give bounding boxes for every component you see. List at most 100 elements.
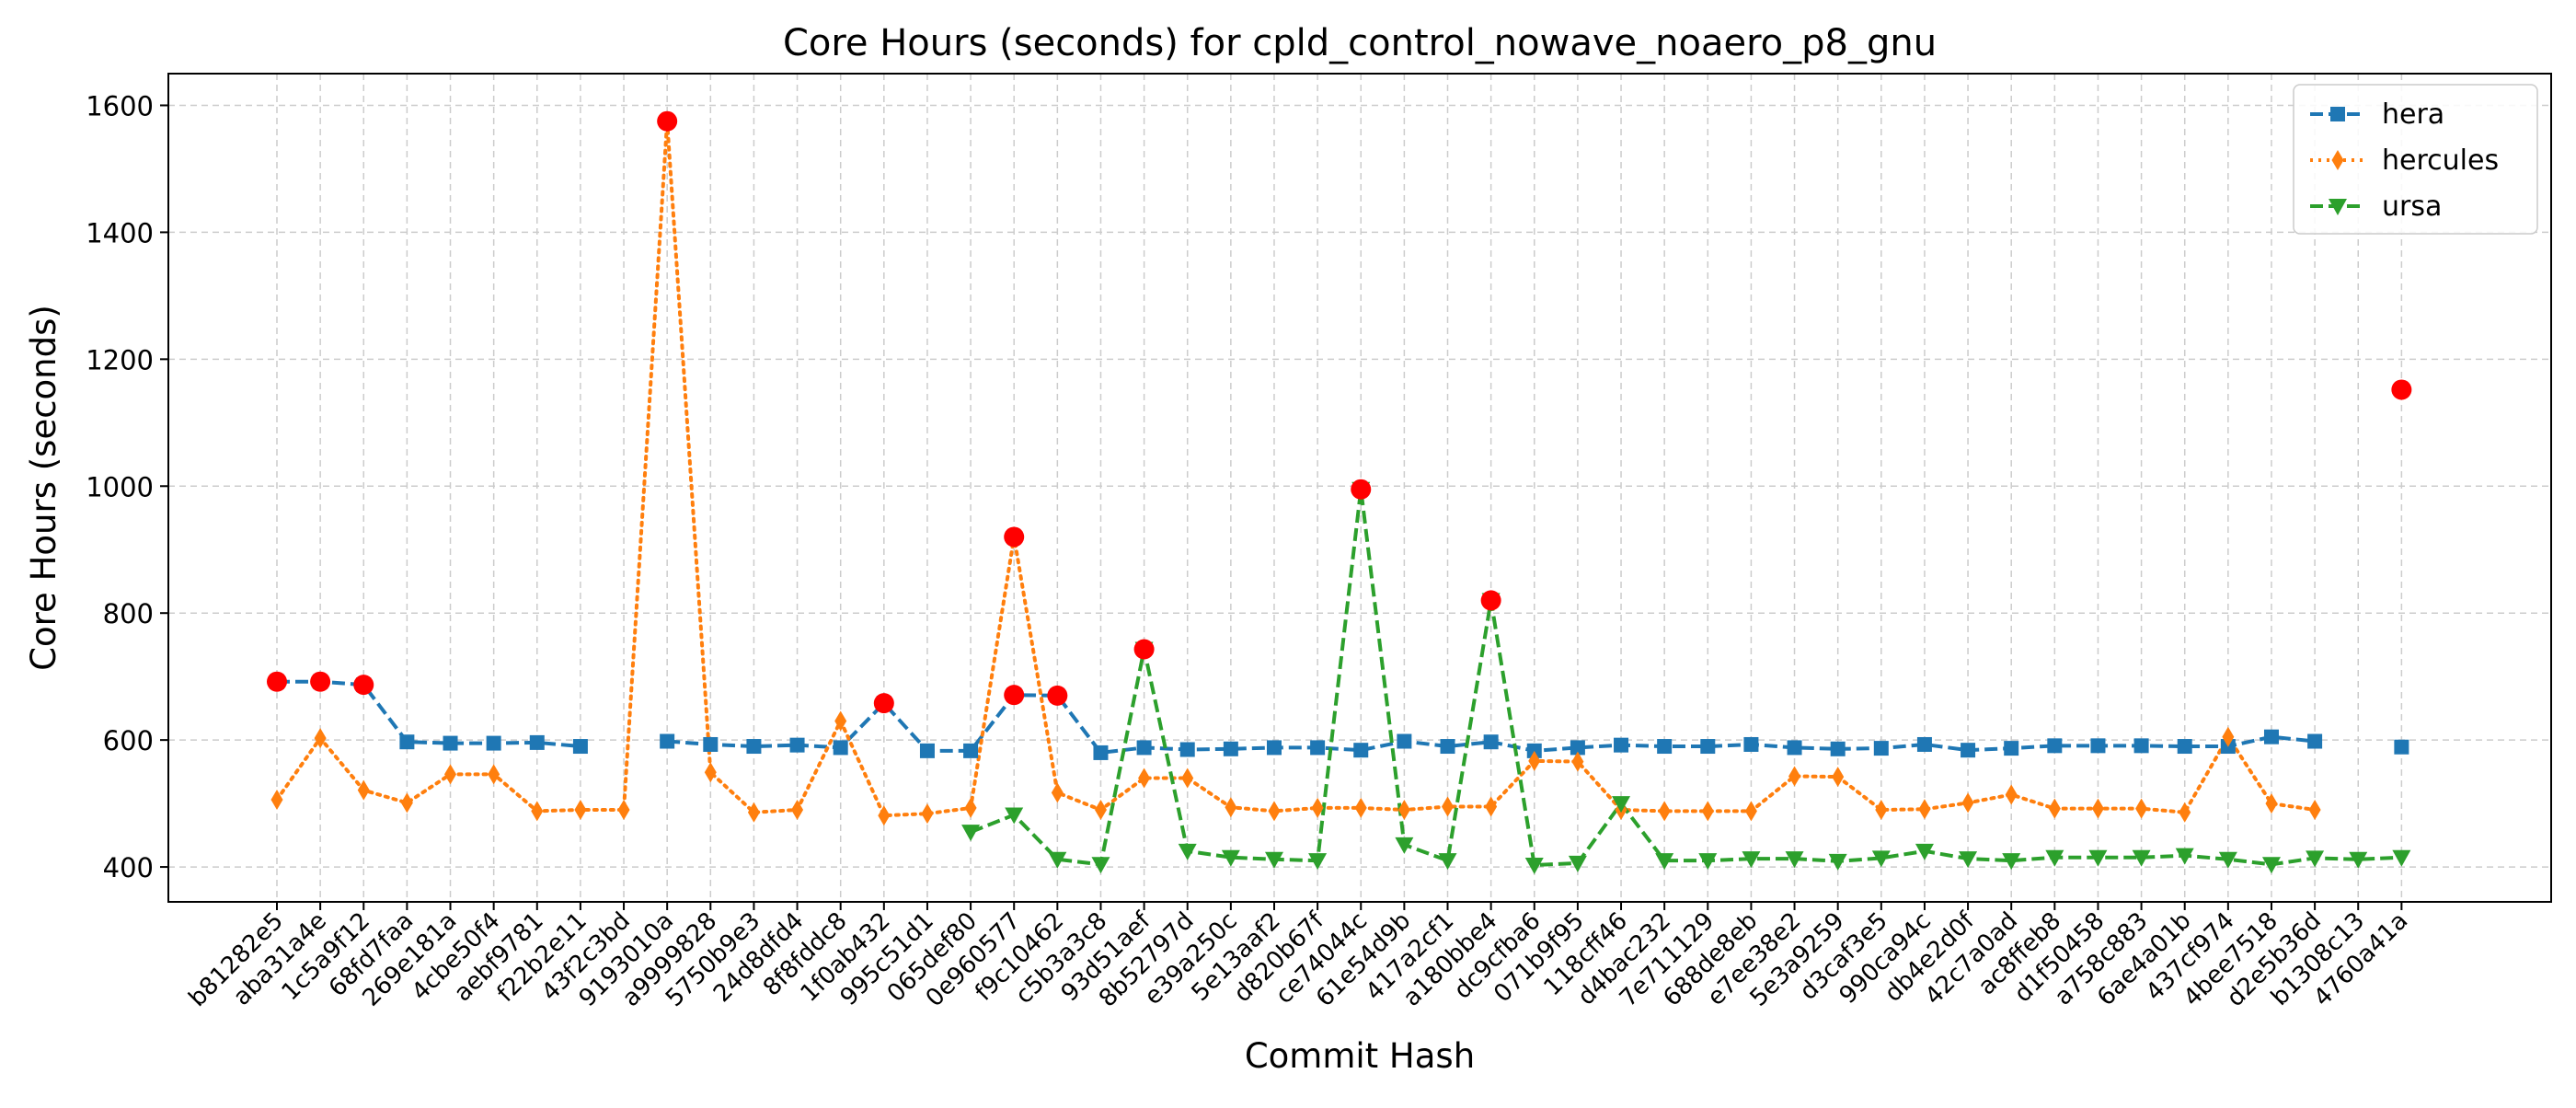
y-tick-label: 1200 — [86, 344, 154, 375]
data-point-hera — [1483, 734, 1499, 750]
data-point-hera — [660, 733, 675, 749]
data-point-hera — [833, 740, 848, 756]
data-point-hera — [1136, 740, 1152, 756]
data-point-hera — [1397, 733, 1412, 749]
data-point-hercules — [1138, 768, 1151, 789]
legend-box — [2293, 84, 2538, 235]
data-point-hercules — [834, 710, 847, 732]
data-point-hercules — [1225, 797, 1237, 818]
data-point-hera — [1916, 736, 1932, 752]
data-point-hera — [529, 734, 545, 750]
outlier-markers — [267, 110, 2412, 714]
legend: hera hercules ursa — [2293, 84, 2538, 235]
data-point-hera — [963, 743, 979, 758]
legend-label-hera: hera — [2382, 98, 2444, 131]
data-point-hercules — [574, 800, 587, 820]
y-tick-label: 1400 — [86, 217, 154, 248]
data-point-hera — [1310, 740, 1326, 756]
data-point-hera — [1570, 740, 1585, 756]
outlier-point — [1351, 479, 1372, 500]
data-point-ursa — [2045, 849, 2064, 867]
data-point-hercules — [488, 764, 500, 785]
outlier-point — [873, 693, 894, 714]
data-point-hera — [1657, 739, 1673, 755]
data-point-hercules — [2308, 800, 2321, 820]
outlier-point — [310, 671, 331, 692]
data-point-hercules — [1485, 796, 1498, 817]
data-point-ursa — [2218, 851, 2237, 869]
data-point-hercules — [2091, 798, 2104, 819]
data-point-hercules — [357, 779, 370, 801]
outlier-point — [1047, 685, 1068, 706]
data-point-ursa — [1005, 807, 1024, 825]
data-point-hercules — [964, 797, 977, 818]
chart-title: Core Hours (seconds) for cpld_control_no… — [783, 22, 1937, 64]
data-point-hercules — [2265, 793, 2278, 814]
data-point-ursa — [2002, 853, 2021, 871]
data-point-ursa — [1959, 851, 1978, 869]
data-point-hercules — [921, 803, 934, 825]
outlier-point — [2391, 379, 2412, 400]
data-point-ursa — [1395, 837, 1414, 854]
data-point-hera — [1787, 740, 1802, 756]
data-point-hercules — [617, 800, 630, 820]
data-point-ursa — [1178, 843, 1197, 860]
data-point-hera — [1440, 739, 1455, 755]
data-point-hera — [1353, 743, 1369, 758]
legend-label-hercules: hercules — [2382, 144, 2499, 177]
data-point-ursa — [2175, 848, 2194, 865]
data-point-hercules — [1528, 750, 1541, 771]
data-point-hera — [1179, 742, 1195, 757]
data-point-hercules — [1744, 801, 1757, 822]
data-point-ursa — [1698, 853, 1718, 871]
series-line-hercules — [275, 121, 2317, 818]
data-point-ursa — [1264, 851, 1283, 869]
data-point-hera — [2263, 729, 2279, 744]
data-point-hera — [1873, 741, 1889, 756]
y-tick-label: 600 — [103, 725, 154, 756]
data-point-hercules — [2005, 784, 2018, 805]
data-point-hercules — [704, 762, 717, 783]
data-point-hera — [1526, 743, 1542, 758]
data-point-ursa — [1524, 858, 1544, 874]
data-point-ursa — [1308, 853, 1328, 871]
data-point-hera — [1093, 744, 1109, 760]
data-point-hercules — [1875, 800, 1888, 820]
data-point-hera — [703, 736, 719, 752]
data-point-hercules — [1961, 792, 1974, 814]
data-point-ursa — [1612, 796, 1631, 814]
data-point-ursa — [2349, 851, 2368, 869]
data-point-ursa — [1048, 851, 1067, 869]
data-point-hercules — [2222, 726, 2235, 747]
legend-marker-ursa — [2329, 199, 2347, 215]
data-point-ursa — [1742, 851, 1761, 869]
data-point-hera — [2090, 738, 2106, 754]
data-point-hercules — [1181, 768, 1194, 789]
data-point-hercules — [1094, 800, 1107, 820]
data-point-hercules — [791, 800, 804, 820]
data-point-hera — [1743, 736, 1759, 752]
y-axis: 400 600 800 1000 1200 1400 1600 — [86, 90, 168, 883]
data-point-hera — [1961, 743, 1976, 758]
legend-marker-hercules — [2331, 150, 2344, 170]
data-point-ursa — [1568, 855, 1587, 872]
data-point-hercules — [1311, 797, 1324, 818]
outlier-point — [353, 675, 374, 696]
data-point-hera — [1614, 737, 1629, 753]
y-axis-label: Core Hours (seconds) — [24, 305, 63, 671]
outlier-point — [1004, 526, 1025, 548]
data-point-hercules — [1051, 782, 1064, 803]
y-tick-label: 800 — [103, 598, 154, 629]
data-point-hercules — [2048, 798, 2061, 819]
data-point-hercules — [878, 805, 891, 826]
legend-label-ursa: ursa — [2382, 190, 2442, 223]
data-point-hercules — [747, 802, 760, 823]
plot-frame — [167, 73, 2552, 903]
data-point-ursa — [2306, 850, 2325, 868]
y-tick-label: 1600 — [86, 90, 154, 121]
data-point-hera — [1266, 740, 1282, 756]
data-point-hercules — [444, 764, 457, 785]
x-axis-label: Commit Hash — [1245, 1036, 1475, 1076]
data-point-hera — [1700, 739, 1716, 755]
